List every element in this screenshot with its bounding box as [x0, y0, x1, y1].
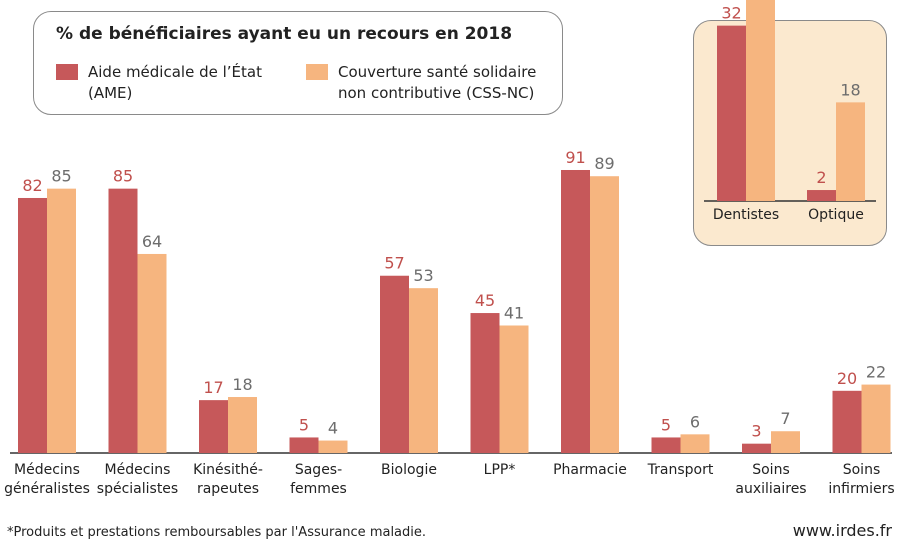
main-bar-ame: [561, 169, 590, 454]
inset-bar-css: [746, 0, 775, 201]
main-bar-ame: [18, 197, 47, 453]
main-value-label-css: 41: [504, 303, 524, 322]
main-value-label-css: 64: [142, 232, 162, 251]
inset-bar-ame: [807, 190, 836, 201]
main-category-label: Médecins généralistes: [4, 462, 90, 497]
main-category-label: Sages-femmes: [290, 462, 347, 497]
main-value-label-ame: 5: [299, 415, 309, 434]
main-bar-css: [680, 434, 710, 453]
main-bar-css: [47, 188, 76, 453]
main-value-label-ame: 3: [751, 422, 761, 441]
main-value-label-css: 7: [780, 409, 790, 428]
main-value-label-ame: 5: [661, 415, 671, 434]
main-category-label: Biologie: [381, 462, 437, 478]
main-bar-css: [228, 397, 257, 453]
main-value-label-css: 22: [866, 363, 886, 382]
main-value-label-ame: 85: [113, 167, 133, 186]
main-category-label: Soins auxiliaires: [735, 462, 806, 497]
main-bar-css: [409, 288, 438, 453]
main-category-label: Kinésithé-rapeutes: [193, 462, 263, 497]
inset-category-label: Dentistes: [713, 207, 779, 223]
main-value-label-ame: 20: [837, 369, 857, 388]
main-value-label-css: 4: [328, 419, 338, 438]
legend-label-ame: Aide médicale de l’État (AME): [88, 63, 262, 102]
main-value-label-ame: 91: [565, 148, 585, 167]
main-value-label-ame: 45: [475, 291, 495, 310]
main-value-label-css: 85: [51, 167, 71, 186]
main-value-label-css: 89: [594, 154, 614, 173]
main-bar-ame: [832, 390, 862, 453]
main-bar-css: [137, 253, 167, 453]
legend-item-ame: Aide médicale de l’État (AME): [56, 62, 262, 104]
source-credit: www.irdes.fr: [792, 521, 892, 540]
main-value-label-css: 6: [690, 412, 700, 431]
footnote: *Produits et prestations remboursables p…: [7, 525, 427, 540]
main-category-label: LPP*: [484, 462, 516, 478]
main-value-label-ame: 57: [384, 254, 404, 273]
main-bar-ame: [199, 400, 228, 453]
inset-value-label-ame: 32: [721, 4, 741, 23]
inset-value-label-ame: 2: [816, 168, 826, 187]
main-bar-ame: [380, 275, 409, 453]
main-bar-ame: [470, 313, 500, 453]
legend-item-css: Couverture santé solidaire non contribut…: [306, 62, 536, 104]
legend-swatch-ame: [56, 64, 78, 80]
main-bar-ame: [289, 437, 319, 453]
legend-label-css: Couverture santé solidaire non contribut…: [338, 63, 537, 102]
legend-title: % de bénéficiaires ayant eu un recours e…: [56, 24, 513, 44]
inset-category-label: Optique: [808, 207, 864, 223]
main-bar-css: [590, 176, 619, 453]
main-bar-css: [861, 384, 891, 453]
inset-bar-ame: [717, 25, 746, 201]
main-value-label-css: 53: [413, 266, 433, 285]
main-bar-ame: [742, 443, 771, 453]
main-bar-css: [499, 325, 529, 453]
main-category-label: Médecins spécialistes: [97, 462, 178, 497]
main-bar-ame: [651, 437, 681, 453]
legend-swatch-css: [306, 64, 328, 80]
main-bar-css: [771, 431, 800, 453]
legend-box: % de bénéficiaires ayant eu un recours e…: [33, 11, 563, 115]
main-value-label-ame: 82: [22, 176, 42, 195]
inset-bar-css: [836, 102, 865, 201]
main-bar-ame: [108, 188, 138, 453]
main-category-label: Pharmacie: [553, 462, 627, 478]
main-value-label-css: 18: [232, 375, 252, 394]
inset-value-label-css: 18: [840, 80, 860, 99]
main-category-label: Soins infirmiers: [828, 462, 894, 497]
main-value-label-ame: 17: [203, 378, 223, 397]
main-bar-css: [318, 440, 348, 453]
main-category-label: Transport: [647, 462, 714, 478]
